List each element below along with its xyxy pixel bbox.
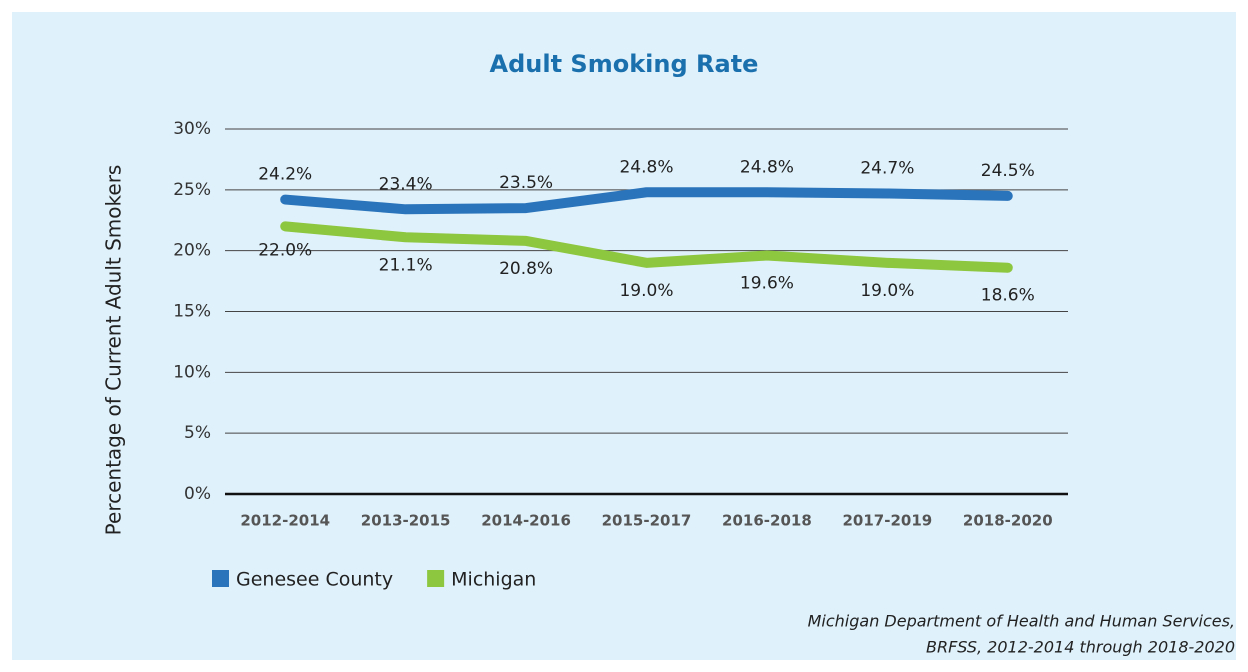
legend-label: Genesee County xyxy=(236,569,393,591)
x-tick-label: 2015-2017 xyxy=(602,512,692,530)
data-label: 24.2% xyxy=(258,165,312,185)
y-tick-label: 20% xyxy=(173,241,211,261)
legend-label: Michigan xyxy=(451,569,536,591)
series-line xyxy=(280,221,1013,273)
panel xyxy=(12,12,1236,660)
chart-title: Adult Smoking Rate xyxy=(490,50,759,78)
y-tick-label: 30% xyxy=(173,119,211,139)
x-tick-label: 2013-2015 xyxy=(361,512,451,530)
source-note: Michigan Department of Health and Human … xyxy=(808,612,1235,631)
x-tick-label: 2018-2020 xyxy=(963,512,1053,530)
y-tick-label: 0% xyxy=(184,484,211,504)
x-tick-label: 2016-2018 xyxy=(722,512,812,530)
series-line xyxy=(280,187,1013,215)
source-note: BRFSS, 2012-2014 through 2018-2020 xyxy=(926,638,1235,657)
x-tick-label: 2012-2014 xyxy=(240,512,330,530)
y-tick-label: 10% xyxy=(173,362,211,382)
y-tick-label: 15% xyxy=(173,302,211,322)
x-tick-label: 2014-2016 xyxy=(481,512,571,530)
data-label: 18.6% xyxy=(981,286,1035,306)
data-label: 19.0% xyxy=(619,281,673,301)
legend-swatch xyxy=(212,570,229,587)
y-tick-label: 25% xyxy=(173,180,211,200)
legend-swatch xyxy=(427,570,445,587)
data-label: 24.5% xyxy=(981,161,1035,181)
data-label: 23.5% xyxy=(499,173,553,193)
data-label: 24.8% xyxy=(619,157,673,177)
x-tick-label: 2017-2019 xyxy=(842,512,932,530)
y-axis-label: Percentage of Current Adult Smokers xyxy=(102,165,126,536)
data-label: 24.7% xyxy=(860,158,914,178)
data-label: 21.1% xyxy=(379,255,433,275)
data-label: 19.0% xyxy=(860,281,914,301)
data-label: 23.4% xyxy=(379,174,433,194)
y-tick-label: 5% xyxy=(184,423,211,443)
data-label: 19.6% xyxy=(740,274,794,294)
data-label: 24.8% xyxy=(740,157,794,177)
data-label: 20.8% xyxy=(499,259,553,279)
data-label: 22.0% xyxy=(258,240,312,260)
